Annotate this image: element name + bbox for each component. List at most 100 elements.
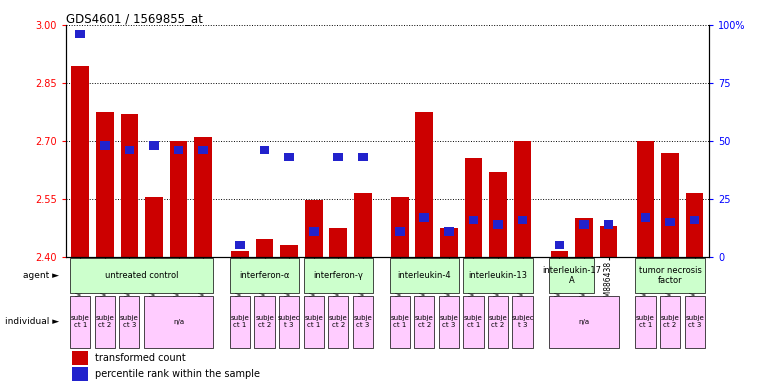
Text: subjec
t 3: subjec t 3 xyxy=(278,315,301,328)
Bar xyxy=(145,197,163,257)
Text: untreated control: untreated control xyxy=(105,271,178,280)
Text: interleukin-4: interleukin-4 xyxy=(398,271,451,280)
Bar xyxy=(444,227,453,235)
Text: subje
ct 1: subje ct 1 xyxy=(71,315,89,328)
Bar xyxy=(600,226,618,257)
Text: subje
ct 2: subje ct 2 xyxy=(329,315,348,328)
Text: subje
ct 3: subje ct 3 xyxy=(439,315,458,328)
Bar xyxy=(328,296,348,348)
Bar xyxy=(579,220,589,228)
Bar xyxy=(333,153,343,161)
Bar xyxy=(635,296,655,348)
Bar xyxy=(488,296,508,348)
Text: interleukin-17
A: interleukin-17 A xyxy=(542,266,601,285)
Bar xyxy=(354,193,372,257)
Text: subje
ct 1: subje ct 1 xyxy=(636,315,655,328)
Bar xyxy=(414,296,434,348)
Bar xyxy=(76,30,85,38)
Bar xyxy=(690,215,699,224)
Text: n/a: n/a xyxy=(578,319,590,325)
Text: subje
ct 3: subje ct 3 xyxy=(685,315,704,328)
Bar xyxy=(329,228,347,257)
Bar xyxy=(260,146,269,154)
Bar xyxy=(96,112,113,257)
Bar xyxy=(281,245,298,257)
Bar xyxy=(72,66,89,257)
Bar xyxy=(463,296,483,348)
Bar xyxy=(198,146,208,154)
Bar xyxy=(463,258,533,293)
Bar xyxy=(144,296,214,348)
Bar xyxy=(305,200,322,257)
Text: subje
ct 2: subje ct 2 xyxy=(255,315,274,328)
Bar xyxy=(70,296,90,348)
Text: subje
ct 3: subje ct 3 xyxy=(120,315,139,328)
Text: subje
ct 1: subje ct 1 xyxy=(305,315,323,328)
Bar xyxy=(279,296,299,348)
Bar xyxy=(439,296,459,348)
Bar xyxy=(72,367,88,381)
Text: subjec
t 3: subjec t 3 xyxy=(511,315,534,328)
Text: percentile rank within the sample: percentile rank within the sample xyxy=(95,369,260,379)
Bar xyxy=(550,258,594,293)
Bar xyxy=(635,258,705,293)
Bar xyxy=(575,218,593,257)
Text: n/a: n/a xyxy=(173,319,184,325)
Text: interferon-γ: interferon-γ xyxy=(313,271,363,280)
Text: tumor necrosis
factor: tumor necrosis factor xyxy=(638,266,702,285)
Bar xyxy=(391,197,409,257)
Bar xyxy=(358,153,368,161)
Text: transformed count: transformed count xyxy=(95,353,185,363)
Bar xyxy=(419,213,429,222)
Text: subje
ct 2: subje ct 2 xyxy=(489,315,507,328)
Text: individual ►: individual ► xyxy=(5,317,59,326)
Bar xyxy=(125,146,134,154)
Bar xyxy=(389,258,459,293)
Text: GDS4601 / 1569855_at: GDS4601 / 1569855_at xyxy=(66,12,203,25)
Bar xyxy=(665,218,675,226)
Bar xyxy=(637,141,655,257)
Bar xyxy=(173,146,183,154)
Text: interleukin-13: interleukin-13 xyxy=(469,271,527,280)
Text: interferon-α: interferon-α xyxy=(239,271,290,280)
Bar xyxy=(550,296,618,348)
Bar xyxy=(230,296,250,348)
Bar xyxy=(550,251,568,257)
Bar xyxy=(284,153,294,161)
Bar xyxy=(149,141,159,150)
Bar xyxy=(256,240,274,257)
Bar xyxy=(493,220,503,228)
Bar xyxy=(489,172,507,257)
Text: subje
ct 1: subje ct 1 xyxy=(390,315,409,328)
Bar xyxy=(170,141,187,257)
Bar xyxy=(353,296,373,348)
Bar xyxy=(513,141,531,257)
Bar xyxy=(194,137,212,257)
Bar xyxy=(70,258,214,293)
Bar xyxy=(100,141,109,150)
Bar xyxy=(554,241,564,250)
Bar xyxy=(395,227,405,235)
Text: agent ►: agent ► xyxy=(23,271,59,280)
Bar xyxy=(254,296,274,348)
Text: subje
ct 1: subje ct 1 xyxy=(464,315,483,328)
Bar xyxy=(230,258,299,293)
Bar xyxy=(465,158,483,257)
Bar xyxy=(641,213,650,222)
Text: subje
ct 2: subje ct 2 xyxy=(661,315,679,328)
Bar xyxy=(685,193,703,257)
Bar xyxy=(685,296,705,348)
Bar xyxy=(416,112,433,257)
Bar xyxy=(389,296,410,348)
Bar xyxy=(604,220,614,228)
Bar xyxy=(440,228,458,257)
Bar xyxy=(660,296,680,348)
Bar xyxy=(304,296,324,348)
Bar xyxy=(72,351,88,365)
Bar xyxy=(231,251,249,257)
Bar xyxy=(309,227,318,235)
Bar xyxy=(120,296,140,348)
Bar xyxy=(235,241,245,250)
Bar xyxy=(662,152,678,257)
Text: subje
ct 1: subje ct 1 xyxy=(231,315,249,328)
